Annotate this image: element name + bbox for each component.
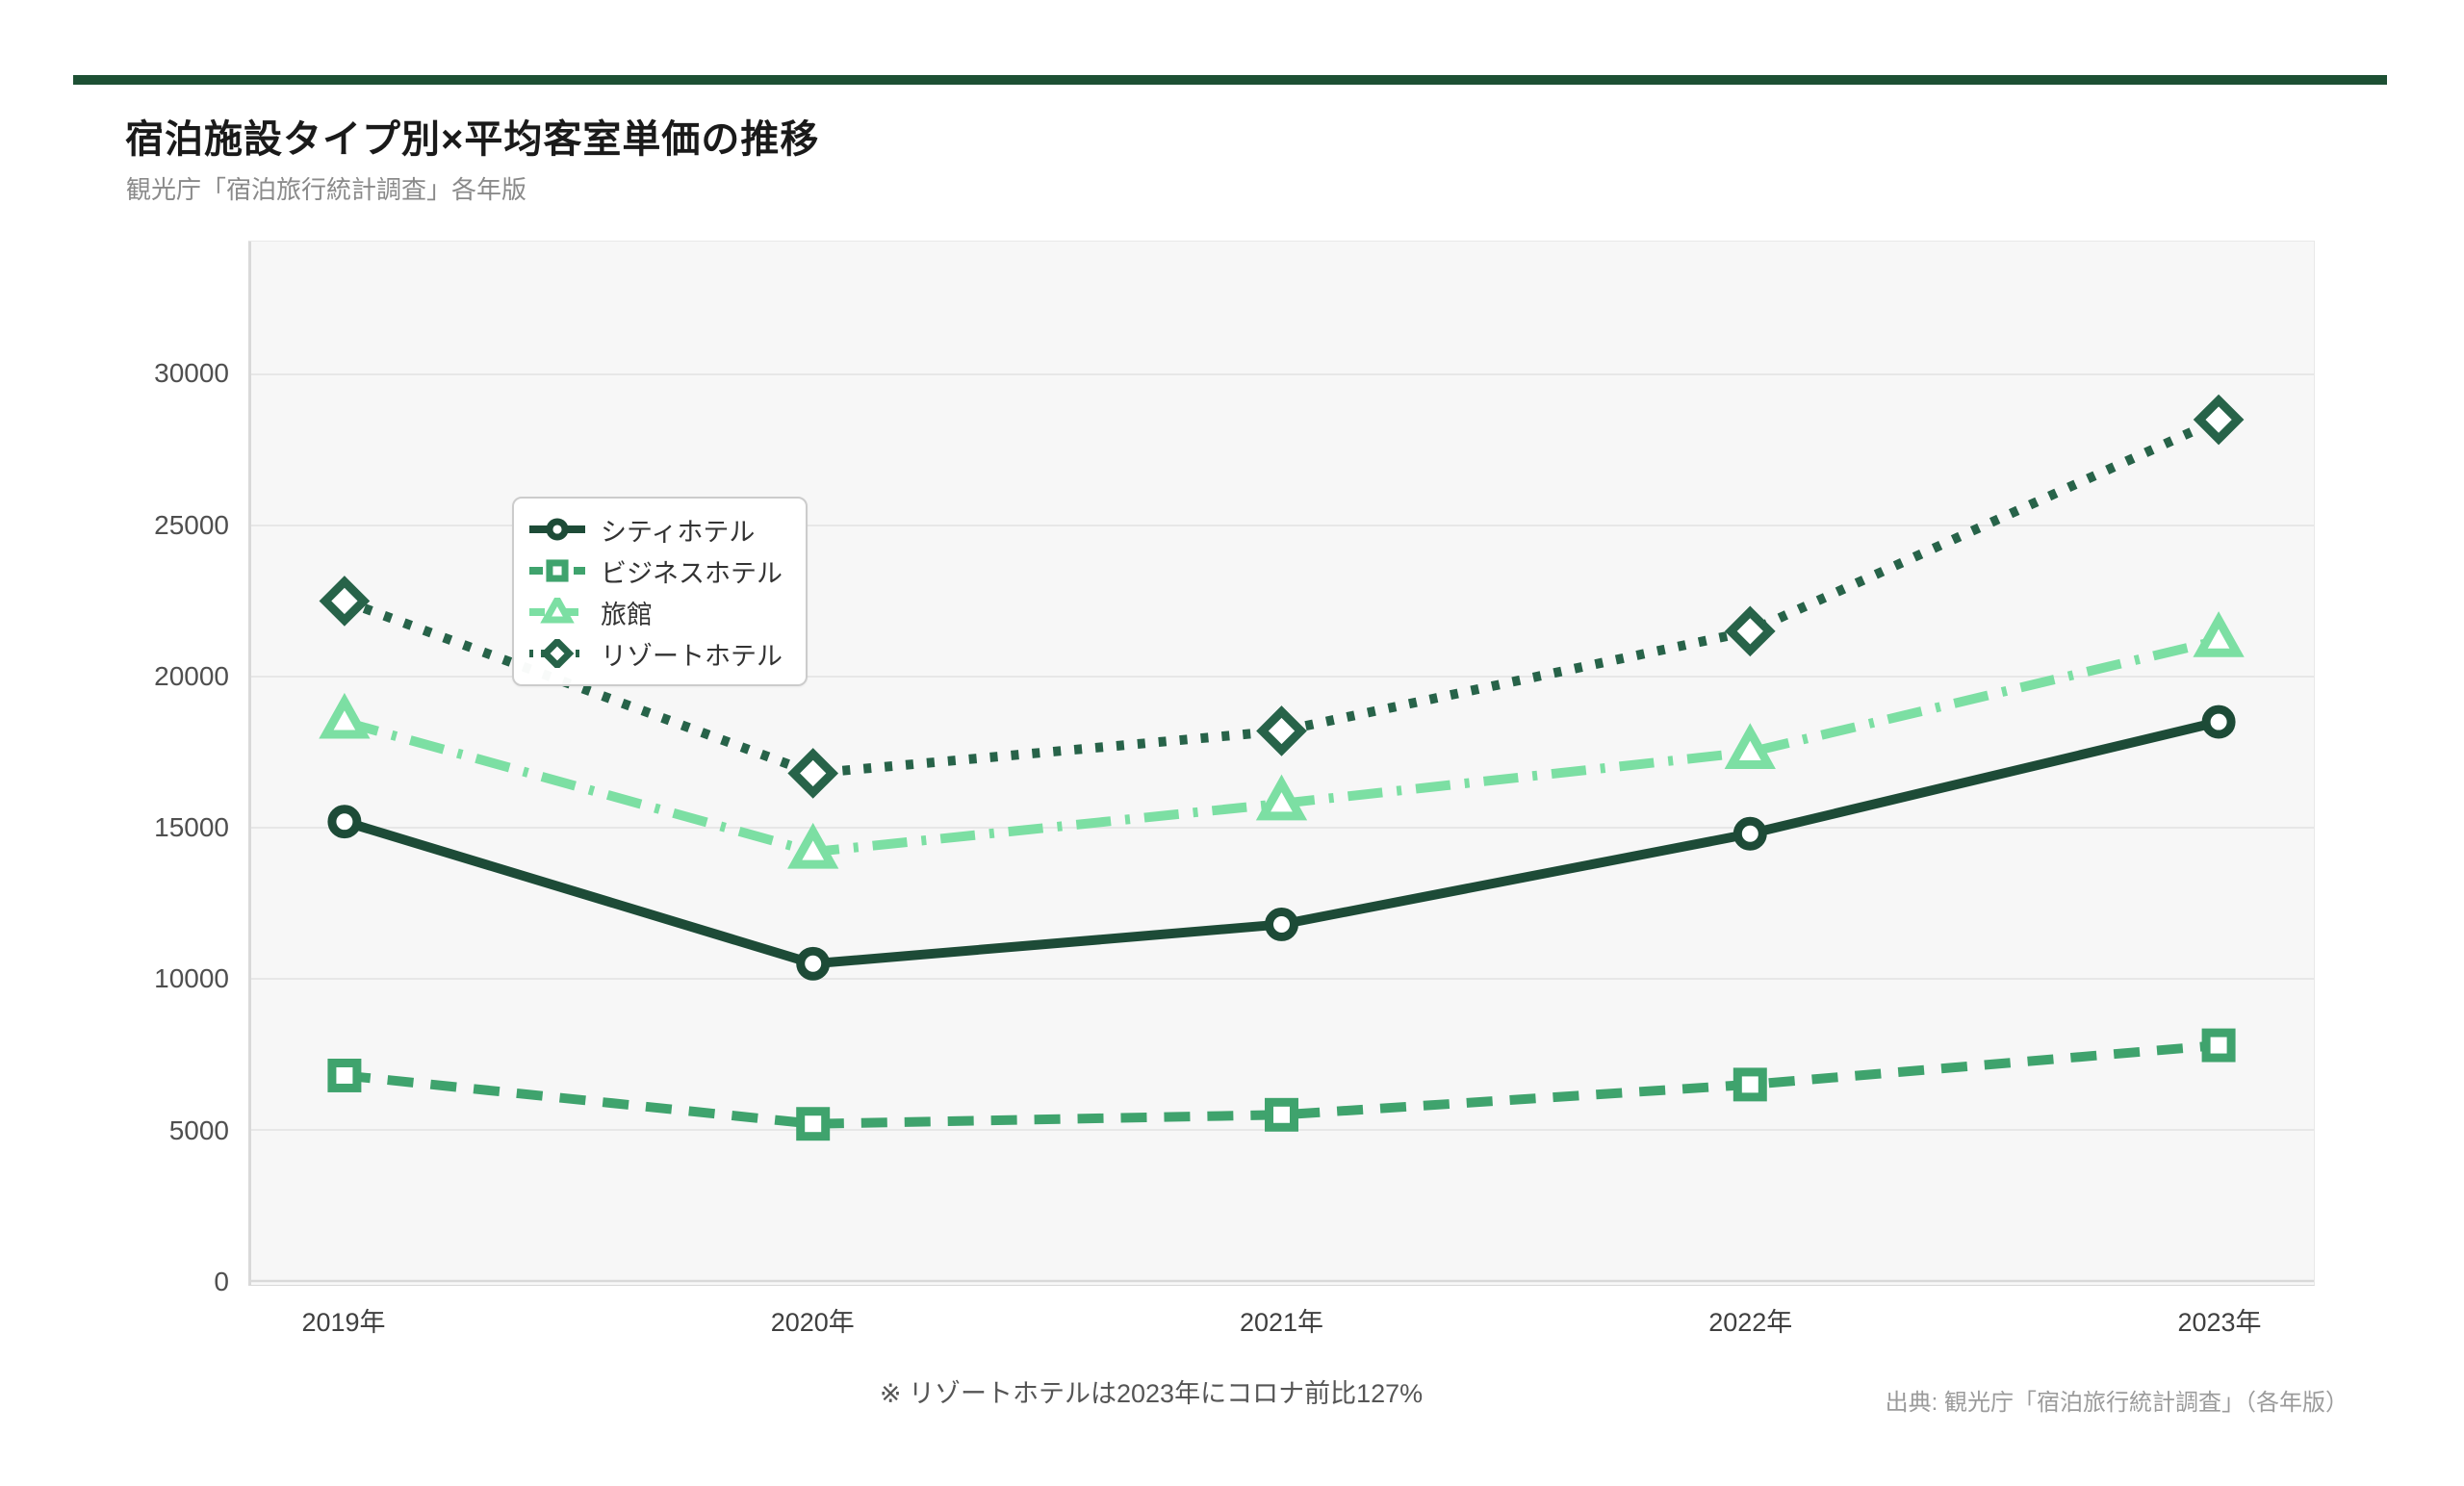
chart-plot-area: シティホテル ビジネスホテル 旅館 リゾートホテル [248,241,2315,1286]
y-tick-label: 5000 [168,1114,229,1145]
brand-accent-bar [73,75,2387,85]
legend-item-ryokan: 旅館 [529,593,783,631]
chart-footnote: ※ リゾートホテルは2023年にコロナ前比127% [879,1379,1424,1408]
series-line [344,1040,2220,1129]
diamond-marker [540,639,575,668]
x-tick-label: 2021年 [1239,1308,1324,1337]
legend-label: リゾートホテル [601,641,783,671]
source-credit: 出典: 観光庁「宿泊旅行統計調査」（各年版） [1885,1390,2348,1416]
legend-label: 旅館 [601,600,653,629]
triangle-marker [2193,611,2245,657]
x-tick-label: 2022年 [1708,1308,1793,1337]
diamond-marker [1724,605,1776,657]
legend-item-resort-hotel: リゾートホテル [529,634,783,673]
diamond-marker [1256,705,1307,756]
x-tick-label: 2019年 [301,1308,386,1337]
square-marker [327,1059,362,1092]
diamond-marker [2193,394,2245,446]
square-marker [1732,1067,1767,1102]
y-tick-label: 20000 [154,660,229,691]
square-marker [796,1107,831,1141]
circle-marker [546,518,569,541]
x-axis: 2019年 2020年 2021年 2022年 2023年 [248,1301,2315,1340]
triangle-marker [1724,723,1776,769]
resort-hotel-line-icon [529,639,585,668]
x-tick-label: 2023年 [2177,1308,2262,1337]
y-axis: 0 5000 10000 15000 20000 25000 30000 [0,241,235,1296]
legend-label: シティホテル [601,517,756,547]
triangle-marker [540,598,575,624]
triangle-marker [319,692,371,739]
legend-item-city-hotel: シティホテル [529,510,783,549]
diamond-marker [319,576,371,627]
circle-marker [1732,816,1767,851]
y-tick-label: 25000 [154,509,229,540]
y-tick-label: 30000 [154,358,229,389]
circle-marker [796,946,831,981]
legend-label: ビジネスホテル [601,558,783,588]
y-tick-label: 10000 [154,963,229,994]
business-hotel-line-icon [529,559,585,582]
line-chart [249,242,2314,1285]
legend-item-business-hotel: ビジネスホテル [529,551,783,590]
circle-marker [327,805,362,839]
circle-marker [2201,705,2236,739]
page-title: 宿泊施設タイプ別×平均客室単価の推移 [125,118,820,161]
y-tick-label: 15000 [154,812,229,843]
chart-legend: シティホテル ビジネスホテル 旅館 リゾートホテル [512,497,808,686]
square-marker [546,559,569,582]
city-hotel-line-icon [529,518,585,541]
x-tick-label: 2020年 [770,1308,855,1337]
ryokan-line-icon [529,598,585,624]
triangle-marker [787,822,839,869]
y-tick-label: 0 [214,1267,229,1296]
page-subtitle: 観光庁「宿泊旅行統計調査」各年版 [126,175,527,204]
square-marker [1265,1097,1298,1132]
triangle-marker [1255,774,1308,821]
square-marker [2201,1028,2236,1063]
circle-marker [1265,907,1298,941]
diamond-marker [787,748,839,799]
